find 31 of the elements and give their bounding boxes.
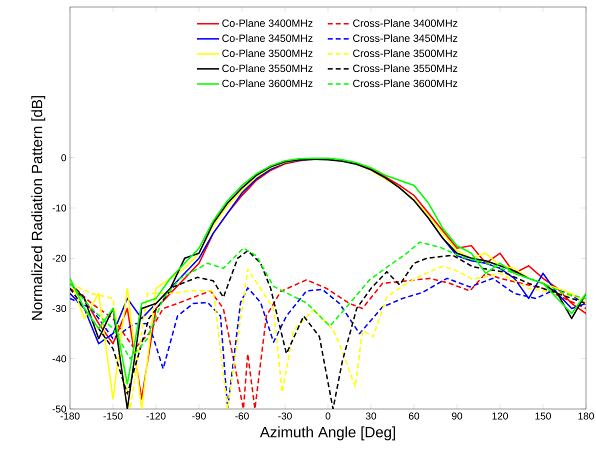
y-tick-label: -30 <box>52 304 66 312</box>
x-axis-title: Azimuth Angle [Deg] <box>260 426 396 440</box>
x-tick-label: 0 <box>326 412 330 420</box>
legend-label: Co-Plane 3550MHz <box>222 64 313 72</box>
x-tick-label: -150 <box>103 412 123 420</box>
legend-label: Co-Plane 3500MHz <box>222 49 313 58</box>
legend-label: Cross-Plane 3400MHz <box>353 19 458 27</box>
x-tick-label: 60 <box>408 412 420 420</box>
x-tick-label: 30 <box>366 412 376 420</box>
y-tick-label: -40 <box>52 355 66 362</box>
y-tick-label: -50 <box>52 405 66 413</box>
y-tick-label: -20 <box>52 254 66 262</box>
legend-label: Cross-Plane 3550MHz <box>353 64 458 72</box>
y-tick-label: -10 <box>52 204 66 212</box>
x-tick-label: -90 <box>192 412 206 420</box>
x-tick-label: 180 <box>578 412 594 420</box>
legend-label: Co-Plane 3400MHz <box>222 19 313 27</box>
legend-label: Cross-Plane 3450MHz <box>353 34 458 42</box>
legend-label: Co-Plane 3600MHz <box>222 79 313 88</box>
x-tick-label: 150 <box>535 412 551 420</box>
x-tick-label: 90 <box>452 412 462 420</box>
x-tick-label: 120 <box>492 412 508 420</box>
x-tick-label: -30 <box>278 412 292 420</box>
x-tick-label: -180 <box>60 412 80 420</box>
y-axis-title: Normalized Radiation Pattern [dB] <box>31 96 46 320</box>
x-tick-label: -120 <box>146 412 166 420</box>
legend-label: Co-Plane 3450MHz <box>222 34 313 42</box>
legend-label: Cross-Plane 3600MHz <box>353 79 458 88</box>
y-tick-label: 0 <box>61 154 66 162</box>
legend-label: Cross-Plane 3500MHz <box>353 49 458 58</box>
x-tick-label: -60 <box>235 412 249 420</box>
